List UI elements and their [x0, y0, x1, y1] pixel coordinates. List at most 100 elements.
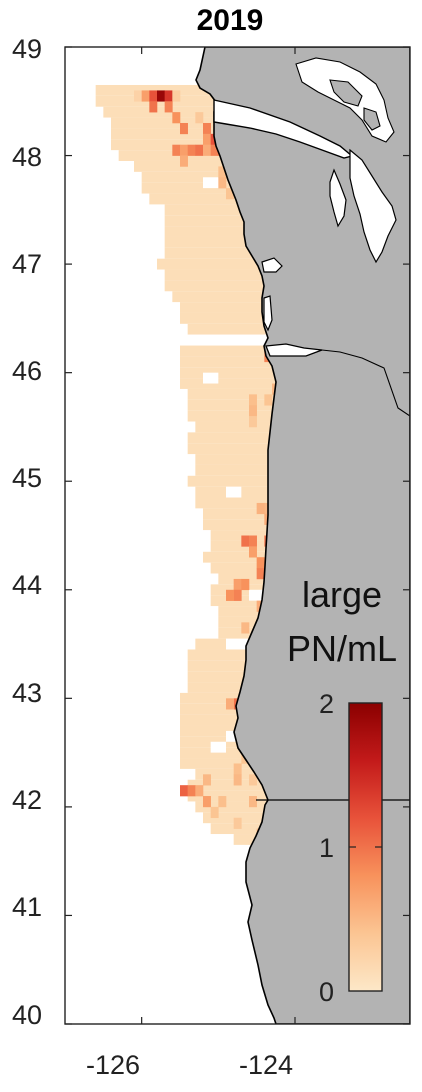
heatmap-background-cell: [180, 703, 257, 715]
heatmap-gap: [203, 177, 226, 189]
heatmap-cell: [164, 101, 173, 113]
heatmap-gap: [210, 741, 226, 753]
heatmap-background-cell: [157, 258, 280, 270]
lat-tick-label: 41: [11, 892, 42, 922]
heatmap-gap: [180, 334, 288, 346]
heatmap-cell: [172, 144, 181, 156]
heatmap-cell: [249, 416, 257, 428]
lat-tick-label: 43: [11, 678, 42, 708]
colorbar-tick-label: 1: [318, 833, 334, 863]
heatmap-cell: [195, 785, 204, 797]
heatmap-cell: [256, 557, 265, 569]
heatmap-cell: [241, 578, 250, 591]
heatmap-background-cell: [111, 139, 226, 151]
heatmap-background-cell: [187, 399, 303, 411]
axes-frame: [64, 46, 411, 1025]
strait-water: [213, 99, 354, 159]
heatmap-cell: [195, 112, 204, 124]
grays-harbor: [261, 257, 283, 273]
heatmap-background-cell: [164, 269, 280, 281]
heatmap-cell: [134, 90, 142, 102]
heatmap-background-cell: [187, 660, 272, 672]
willapa-bay: [263, 295, 273, 332]
heatmap-background-cell: [195, 497, 303, 509]
heatmap-background-cell: [111, 128, 219, 140]
heatmap-background-cell: [187, 790, 272, 802]
heatmap-cell: [210, 144, 219, 156]
heatmap-background-cell: [164, 280, 280, 292]
heatmap-background-cell: [210, 562, 288, 574]
plot-title: 2019: [196, 4, 264, 37]
heatmap-cell: [203, 774, 211, 786]
lon-tick-label: -126: [85, 1050, 141, 1080]
heatmap-background-cell: [180, 345, 295, 357]
heatmap-background-cell: [164, 215, 265, 227]
heatmap-background-cell: [103, 106, 219, 118]
heatmap-background-cell: [195, 486, 303, 498]
puget-sound: [349, 148, 397, 264]
island-b: [363, 107, 381, 131]
heatmap-background-cell: [141, 171, 242, 183]
lat-tick-label: 44: [11, 570, 42, 600]
heatmap-cell: [226, 589, 234, 601]
heatmap-background-cell: [187, 649, 272, 661]
heatmap-background-cell: [203, 519, 295, 531]
lon-tick-label: -124: [238, 1050, 294, 1080]
heatmap-background-cell: [187, 671, 272, 683]
heatmap-background-cell: [195, 801, 272, 813]
heatmap-background-cell: [187, 779, 265, 791]
heatmap-background-cell: [203, 551, 288, 563]
heatmap-background-cell: [180, 692, 265, 704]
heatmap-cell: [172, 112, 181, 124]
heatmap-background-cell: [180, 302, 288, 313]
heatmap-cell: [249, 405, 257, 417]
heatmap-cell: [249, 535, 257, 547]
heatmap-background-cell: [187, 323, 288, 335]
heatmap-cell: [180, 155, 188, 167]
heatmap-cell: [187, 144, 196, 156]
heatmap-cell: [264, 394, 273, 406]
heatmap-cell: [233, 817, 242, 829]
heatmap-background-cell: [210, 595, 280, 607]
heatmap-cell: [226, 698, 234, 710]
heatmap-background-cell: [218, 606, 280, 617]
heatmap-cell: [149, 101, 158, 113]
lat-tick-label: 49: [11, 34, 42, 64]
colorbar-tick-label: 2: [318, 689, 334, 719]
heatmap-cell: [141, 90, 150, 102]
heatmap-cell: [249, 774, 257, 786]
heatmap-gap: [203, 372, 219, 384]
heatmap-cell: [256, 502, 265, 515]
heatmap-background-cell: [187, 432, 303, 444]
heatmap-background-cell: [187, 410, 303, 422]
heatmap-cell: [203, 796, 211, 808]
heatmap-cell: [218, 796, 227, 808]
lat-tick-label: 40: [11, 1000, 42, 1030]
heatmap-gap: [226, 730, 242, 742]
lat-tick-label: 42: [11, 785, 42, 815]
heatmap-cell: [172, 90, 181, 102]
heatmap-cell: [226, 188, 234, 200]
heatmap-background-cell: [187, 682, 265, 693]
colorbar-tick-label: 0: [318, 977, 334, 1007]
lat-tick-label: 48: [11, 142, 42, 172]
heatmap-background-cell: [187, 475, 303, 487]
heatmap-gap: [226, 638, 257, 650]
colorbar-label-line2: PN/mL: [286, 628, 398, 669]
heatmap-cell: [233, 774, 242, 786]
heatmap-background-cell: [164, 236, 265, 248]
heatmap-background-cell: [180, 312, 288, 324]
heatmap-cell: [218, 166, 227, 178]
lat-tick-label: 47: [11, 249, 42, 279]
heatmap-cell: [256, 568, 265, 580]
heatmap-background-cell: [180, 714, 257, 726]
heatmap-background-cell: [180, 367, 295, 379]
heatmap-cell: [241, 535, 250, 547]
heatmap-background-cell: [195, 454, 303, 465]
heatmap-cell: [164, 90, 173, 102]
heatmap-cells: [95, 84, 303, 851]
heatmap-cell: [210, 806, 219, 819]
heatmap-cell: [249, 394, 257, 406]
